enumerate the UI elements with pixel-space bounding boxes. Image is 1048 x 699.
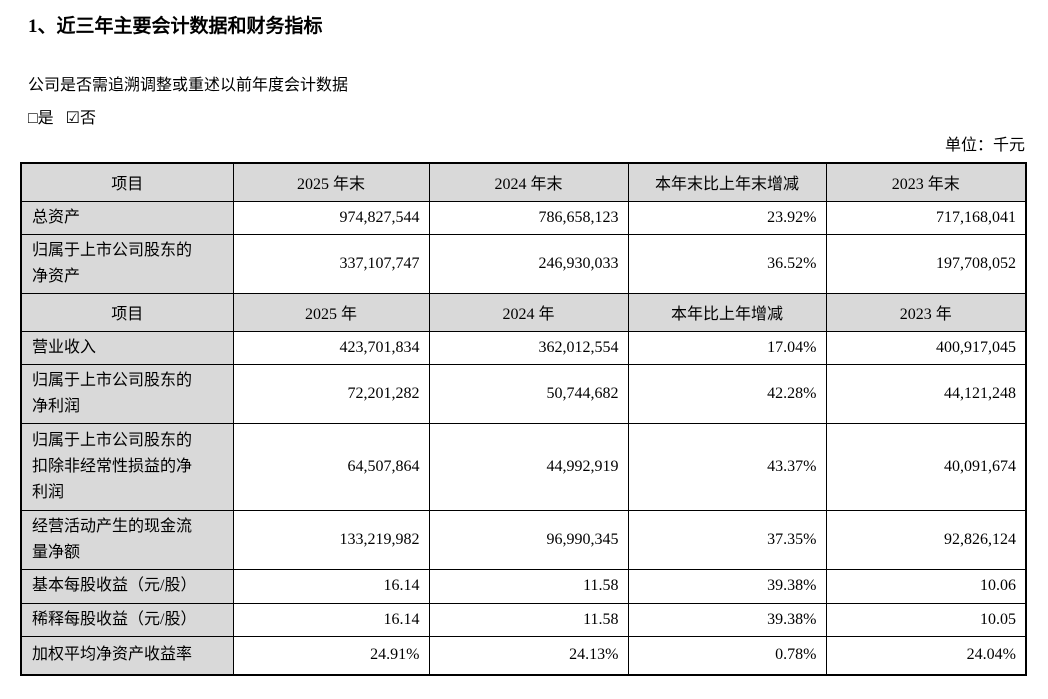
table-row-operating-cash-flow: 经营活动产生的现金流量净额 133,219,982 96,990,345 37.…: [20, 509, 1027, 570]
document-page: 1、近三年主要会计数据和财务指标 公司是否需追溯调整或重述以前年度会计数据 □是…: [0, 14, 1048, 699]
row-label: 营业收入: [20, 330, 234, 365]
table-row-weighted-avg-roe: 加权平均净资产收益率 24.91% 24.13% 0.78% 24.04%: [20, 635, 1027, 676]
value-2023: 10.05: [825, 602, 1027, 637]
header-change: 本年比上年增减: [627, 292, 827, 332]
value-2024: 96,990,345: [428, 509, 629, 570]
value-change: 36.52%: [627, 233, 827, 294]
value-change: 0.78%: [627, 635, 827, 676]
financial-indicators-table: 项目 2025 年末 2024 年末 本年末比上年末增减 2023 年末 总资产…: [20, 162, 1027, 676]
value-2024: 362,012,554: [428, 330, 629, 365]
value-2024: 246,930,033: [428, 233, 629, 294]
value-2023: 10.06: [825, 568, 1027, 604]
value-2023: 197,708,052: [825, 233, 1027, 294]
row-label: 加权平均净资产收益率: [20, 635, 234, 676]
value-2024: 44,992,919: [428, 422, 629, 511]
checkbox-yes: □是: [28, 110, 54, 127]
value-2025: 16.14: [232, 602, 430, 637]
value-2025: 423,701,834: [232, 330, 430, 365]
table-row-basic-eps: 基本每股收益（元/股） 16.14 11.58 39.38% 10.06: [20, 568, 1027, 604]
header-2024-yearend: 2024 年末: [428, 162, 629, 202]
value-change: 23.92%: [627, 200, 827, 235]
unit-label: 单位：千元: [944, 137, 1025, 154]
value-2023: 44,121,248: [825, 363, 1027, 424]
value-2024: 11.58: [428, 602, 629, 637]
value-2023: 92,826,124: [825, 509, 1027, 570]
value-2023: 24.04%: [825, 635, 1027, 676]
checkbox-no-checked: ☑否: [65, 110, 97, 127]
header-item: 项目: [20, 292, 234, 332]
value-change: 39.38%: [627, 568, 827, 604]
header-item: 项目: [20, 162, 234, 202]
section-title: 1、近三年主要会计数据和财务指标: [28, 16, 323, 37]
table-header-row-yearend: 项目 2025 年末 2024 年末 本年末比上年末增减 2023 年末: [20, 162, 1027, 202]
value-change: 43.37%: [627, 422, 827, 511]
value-2023: 400,917,045: [825, 330, 1027, 365]
header-2023-yearend: 2023 年末: [825, 162, 1027, 202]
value-2025: 16.14: [232, 568, 430, 604]
value-change: 37.35%: [627, 509, 827, 570]
row-label: 基本每股收益（元/股）: [20, 568, 234, 604]
row-label: 稀释每股收益（元/股）: [20, 602, 234, 637]
value-2025: 337,107,747: [232, 233, 430, 294]
row-label: 总资产: [20, 200, 234, 235]
value-2023: 40,091,674: [825, 422, 1027, 511]
value-change: 42.28%: [627, 363, 827, 424]
header-2024: 2024 年: [428, 292, 629, 332]
value-change: 17.04%: [627, 330, 827, 365]
header-change-yearend: 本年末比上年末增减: [627, 162, 827, 202]
value-2024: 11.58: [428, 568, 629, 604]
value-2024: 50,744,682: [428, 363, 629, 424]
row-label: 归属于上市公司股东的净利润: [20, 363, 234, 424]
value-2025: 974,827,544: [232, 200, 430, 235]
table-row-revenue: 营业收入 423,701,834 362,012,554 17.04% 400,…: [20, 330, 1027, 365]
table-row-total-assets: 总资产 974,827,544 786,658,123 23.92% 717,1…: [20, 200, 1027, 235]
header-2025: 2025 年: [232, 292, 430, 332]
value-2025: 24.91%: [232, 635, 430, 676]
table-row-diluted-eps: 稀释每股收益（元/股） 16.14 11.58 39.38% 10.05: [20, 602, 1027, 637]
value-2024: 24.13%: [428, 635, 629, 676]
value-2023: 717,168,041: [825, 200, 1027, 235]
checkbox-line: □是 ☑否: [28, 109, 1048, 129]
row-label: 归属于上市公司股东的净资产: [20, 233, 234, 294]
table-row-net-assets: 归属于上市公司股东的净资产 337,107,747 246,930,033 36…: [20, 233, 1027, 294]
value-2025: 64,507,864: [232, 422, 430, 511]
table-row-net-profit-excl-nonrecurring: 归属于上市公司股东的扣除非经常性损益的净利润 64,507,864 44,992…: [20, 422, 1027, 511]
value-2024: 786,658,123: [428, 200, 629, 235]
header-2025-yearend: 2025 年末: [232, 162, 430, 202]
row-label: 经营活动产生的现金流量净额: [20, 509, 234, 570]
restatement-question: 公司是否需追溯调整或重述以前年度会计数据: [28, 77, 349, 94]
table-header-row-annual: 项目 2025 年 2024 年 本年比上年增减 2023 年: [20, 292, 1027, 332]
value-2025: 133,219,982: [232, 509, 430, 570]
value-change: 39.38%: [627, 602, 827, 637]
table-row-net-profit: 归属于上市公司股东的净利润 72,201,282 50,744,682 42.2…: [20, 363, 1027, 424]
header-2023: 2023 年: [825, 292, 1027, 332]
row-label: 归属于上市公司股东的扣除非经常性损益的净利润: [20, 422, 234, 511]
value-2025: 72,201,282: [232, 363, 430, 424]
